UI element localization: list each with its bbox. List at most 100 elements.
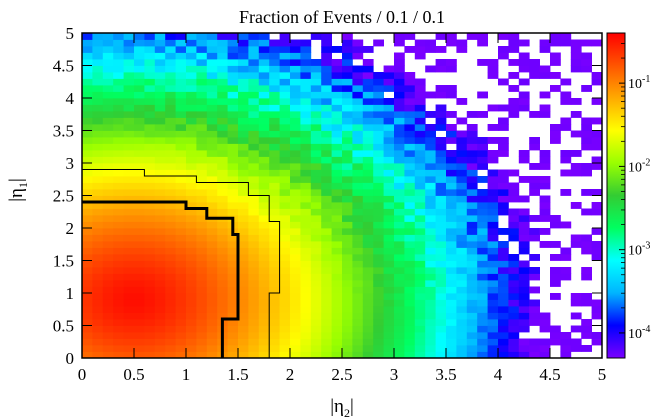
heatmap-cell <box>518 286 530 294</box>
heatmap-cell <box>529 338 540 346</box>
heatmap-cell <box>373 143 384 151</box>
heatmap-cell <box>134 150 145 157</box>
heatmap-cell <box>498 176 509 183</box>
heatmap-cell <box>82 46 93 53</box>
heatmap-cell <box>144 46 156 53</box>
heatmap-cell <box>414 150 426 157</box>
heatmap-cell <box>487 208 499 216</box>
heatmap-cell <box>238 267 249 274</box>
heatmap-cell <box>165 325 176 333</box>
heatmap-cell <box>414 143 426 151</box>
heatmap-cell <box>102 195 114 203</box>
heatmap-cell <box>425 137 436 144</box>
heatmap-cell <box>414 124 426 131</box>
heatmap-cell <box>217 176 228 183</box>
heatmap-cell <box>300 338 312 346</box>
heatmap-cell <box>310 319 322 326</box>
heatmap-cell <box>352 117 364 125</box>
heatmap-cell <box>362 104 374 112</box>
heatmap-cell <box>290 72 301 79</box>
heatmap-cell <box>186 189 197 196</box>
x-tick-label: 3.5 <box>435 365 456 384</box>
heatmap-cell <box>394 325 405 333</box>
heatmap-cell <box>269 176 280 183</box>
heatmap-cell <box>591 98 603 105</box>
heatmap-cell <box>591 338 603 346</box>
heatmap-cell <box>456 254 468 261</box>
heatmap-cell <box>154 351 166 359</box>
heatmap-cell <box>518 351 530 359</box>
heatmap-cell <box>373 228 384 235</box>
heatmap-cell <box>258 59 270 66</box>
heatmap-cell <box>92 182 104 190</box>
heatmap-cell <box>279 72 291 79</box>
heatmap-cell <box>373 306 384 313</box>
heatmap-cell <box>258 260 270 268</box>
heatmap-cell <box>310 286 322 294</box>
heatmap-cell <box>446 176 457 183</box>
heatmap-cell <box>456 319 468 326</box>
heatmap-cell <box>206 247 218 255</box>
heatmap-cell <box>383 228 395 235</box>
heatmap-cell <box>206 91 218 99</box>
heatmap-cell <box>258 72 270 79</box>
heatmap-cell <box>310 221 322 229</box>
heatmap-cell <box>269 46 280 53</box>
heatmap-cell <box>414 351 426 359</box>
heatmap-cell <box>134 85 145 92</box>
heatmap-cell <box>206 351 218 359</box>
heatmap-cell <box>227 130 239 138</box>
heatmap-cell <box>310 247 322 255</box>
heatmap-cell <box>362 221 374 229</box>
heatmap-cell <box>383 111 395 118</box>
heatmap-cell <box>123 247 135 255</box>
heatmap-cell <box>258 221 270 229</box>
heatmap-cell <box>456 130 468 138</box>
heatmap-cell <box>300 91 312 99</box>
heatmap-cell <box>414 293 426 300</box>
heatmap-cell <box>352 156 364 164</box>
heatmap-cell <box>196 169 208 177</box>
heatmap-cell <box>342 306 353 313</box>
heatmap-cell <box>508 312 520 320</box>
heatmap-cell <box>539 338 551 346</box>
y-tick-label: 3.5 <box>53 122 74 141</box>
heatmap-cell <box>466 33 478 40</box>
heatmap-cell <box>310 215 322 222</box>
heatmap-cell <box>446 260 457 268</box>
heatmap-cell <box>92 312 104 320</box>
heatmap-cell <box>446 221 457 229</box>
heatmap-cell <box>113 280 124 287</box>
heatmap-cell <box>466 163 478 170</box>
heatmap-cell <box>217 46 228 53</box>
heatmap-cell <box>279 254 291 261</box>
heatmap-cell <box>154 59 166 66</box>
heatmap-cell <box>206 163 218 170</box>
heatmap-cell <box>373 85 384 92</box>
heatmap-cell <box>477 286 488 294</box>
heatmap-cell <box>560 351 572 359</box>
heatmap-cell <box>186 163 197 170</box>
heatmap-cell <box>435 91 447 99</box>
heatmap-cell <box>290 189 301 196</box>
heatmap-cell <box>290 273 301 281</box>
heatmap-cell <box>279 65 291 73</box>
heatmap-cell <box>290 228 301 235</box>
heatmap-cell <box>321 189 332 196</box>
heatmap-cell <box>394 299 405 307</box>
heatmap-cell <box>529 312 540 320</box>
heatmap-cell <box>498 338 509 346</box>
heatmap-cell <box>123 137 135 144</box>
heatmap-cell <box>394 202 405 209</box>
heatmap-cell <box>144 260 156 268</box>
heatmap-cell <box>529 267 540 274</box>
heatmap-cell <box>550 215 561 222</box>
heatmap-cell <box>435 189 447 196</box>
heatmap-cell <box>227 202 239 209</box>
heatmap-cell <box>321 156 332 164</box>
heatmap-cell <box>342 247 353 255</box>
heatmap-cell <box>248 306 260 313</box>
heatmap-cell <box>394 260 405 268</box>
heatmap-cell <box>227 33 239 40</box>
heatmap-cell <box>217 52 228 60</box>
